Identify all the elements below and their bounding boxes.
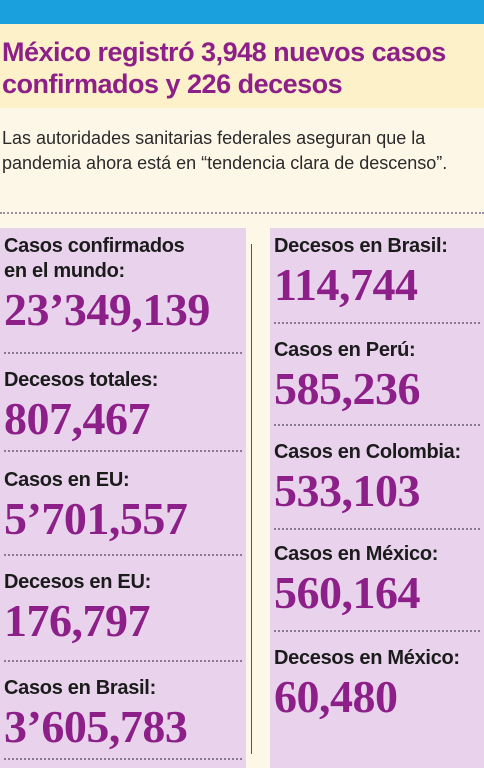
stat-separator <box>274 322 480 324</box>
stat-label: Decesos en EU: <box>4 571 151 593</box>
stat-value: 560,164 <box>274 567 421 618</box>
column-divider <box>251 244 252 754</box>
top-color-bar <box>0 0 484 24</box>
stat-value: 585,236 <box>274 363 421 414</box>
stat-value: 176,797 <box>4 595 151 646</box>
headline: México registró 3,948 nuevos casos confi… <box>2 37 446 99</box>
stat-value: 533,103 <box>274 465 421 516</box>
stat-decesos-eu: Decesos en EU: 176,797 <box>0 570 246 647</box>
stat-separator <box>4 758 242 760</box>
stat-casos-brasil: Casos en Brasil: 3’605,783 <box>0 676 246 753</box>
right-stats-column: Decesos en Brasil: 114,744 Casos en Perú… <box>270 228 484 768</box>
stat-casos-mundo: Casos confirmados en el mundo: 23’349,13… <box>0 234 246 336</box>
stat-separator <box>4 450 242 452</box>
stat-label: Casos en Colombia: <box>274 441 461 463</box>
stat-separator <box>274 528 480 530</box>
stat-label: Decesos en México: <box>274 647 460 669</box>
stat-separator <box>4 660 242 662</box>
stat-label: Decesos totales: <box>4 369 159 391</box>
stat-separator <box>274 630 480 632</box>
stat-casos-mexico: Casos en México: 560,164 <box>270 542 484 619</box>
left-stats-column: Casos confirmados en el mundo: 23’349,13… <box>0 228 246 768</box>
stat-label: Casos en Brasil: <box>4 677 156 699</box>
stat-decesos-mexico: Decesos en México: 60,480 <box>270 646 484 723</box>
stat-decesos-brasil: Decesos en Brasil: 114,744 <box>270 234 484 311</box>
stat-casos-peru: Casos en Perú: 585,236 <box>270 338 484 415</box>
stat-value: 60,480 <box>274 671 398 722</box>
stat-value: 5’701,557 <box>4 493 188 544</box>
stat-separator <box>274 424 480 426</box>
stat-label: Casos confirmados <box>4 235 185 257</box>
stat-value: 3’605,783 <box>4 701 188 752</box>
stat-decesos-totales: Decesos totales: 807,467 <box>0 368 246 445</box>
stat-value: 114,744 <box>274 259 418 310</box>
stat-label-line2: en el mundo: <box>4 260 125 282</box>
headline-background <box>0 24 484 108</box>
stat-label: Casos en EU: <box>4 469 130 491</box>
deck-text: Las autoridades sanitarias federales ase… <box>2 128 448 173</box>
stat-value: 23’349,139 <box>4 284 210 335</box>
stat-casos-colombia: Casos en Colombia: 533,103 <box>270 440 484 517</box>
stat-separator <box>4 352 242 354</box>
stat-casos-eu: Casos en EU: 5’701,557 <box>0 468 246 545</box>
stat-separator <box>4 554 242 556</box>
stat-label: Casos en Perú: <box>274 339 416 361</box>
stat-label: Decesos en Brasil: <box>274 235 448 257</box>
stat-value: 807,467 <box>4 393 151 444</box>
stat-label: Casos en México: <box>274 543 439 565</box>
section-divider <box>0 212 484 214</box>
